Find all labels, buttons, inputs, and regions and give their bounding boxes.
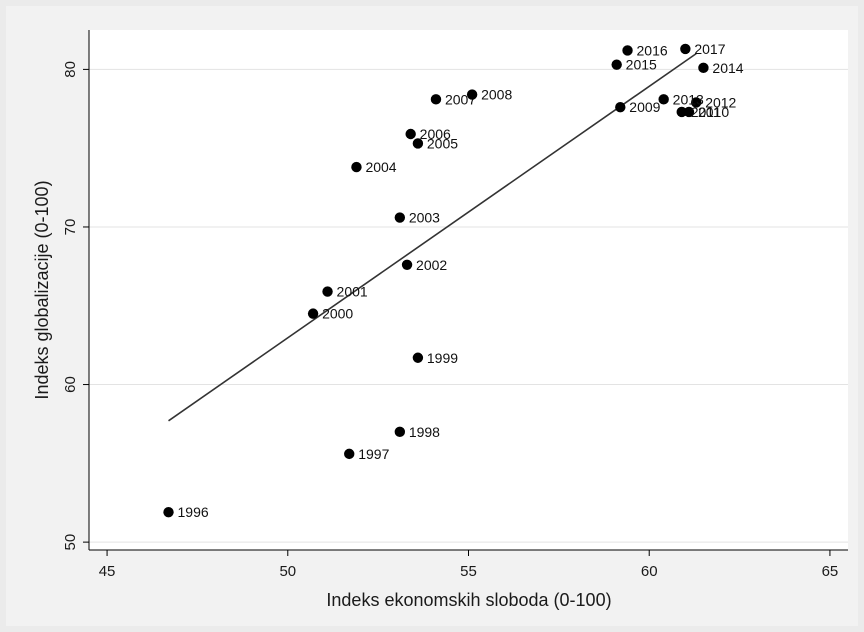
point-2010 [683,106,695,118]
point-1997 [344,448,355,460]
point-label-2015: 2015 [626,57,657,73]
x-tick-label: 65 [822,563,839,580]
y-tick-label: 70 [62,219,79,236]
point-2009 [615,102,626,113]
point-2017 [680,43,691,55]
point-label-2002: 2002 [416,257,447,273]
y-axis-title: Indeks globalizacije (0-100) [32,180,52,399]
point-label-1996: 1996 [178,504,209,520]
point-label-2005: 2005 [427,135,458,151]
point-2004 [351,161,362,173]
point-2000 [307,308,319,319]
point-label-2000: 2000 [322,306,353,322]
point-2006 [405,128,416,140]
point-2003 [394,212,406,223]
point-2015 [611,59,622,70]
y-tick-label: 80 [62,61,79,78]
fit-line-group [168,52,697,422]
point-2016 [622,45,633,56]
point-2011 [676,106,687,118]
point-label-2016: 2016 [637,42,668,58]
x-tick-label: 60 [641,563,658,580]
point-label-2003: 2003 [409,210,440,226]
point-2001 [322,286,333,297]
point-label-1999: 1999 [427,350,458,366]
point-label-2008: 2008 [481,87,512,103]
point-1996 [163,506,174,518]
point-1998 [394,426,406,438]
point-1999 [412,352,424,363]
point-2012 [691,97,702,108]
point-2007 [430,94,442,105]
fit-line [168,52,697,422]
point-label-2006: 2006 [420,126,451,142]
plot-area [89,30,848,550]
point-label-1998: 1998 [409,424,440,440]
point-label-2014: 2014 [712,60,743,76]
y-tick-label: 50 [62,534,79,551]
point-2013 [658,94,669,105]
x-tick-label: 50 [279,563,296,580]
point-2002 [401,259,413,270]
x-tick-label: 55 [460,563,477,580]
point-label-2010: 2010 [698,104,729,120]
points-group: 1996 1997 1998 1999 2000 2001 2002 2003 2004 2005… [163,41,744,520]
x-axis-title: Indeks ekonomskih sloboda (0-100) [326,590,611,610]
gridlines [89,68,848,543]
point-label-2013: 2013 [673,91,704,107]
point-label-2017: 2017 [694,41,725,57]
point-2008 [466,89,478,100]
point-label-1997: 1997 [358,446,389,462]
point-2005 [412,138,424,149]
x-tick-label: 45 [99,563,116,580]
point-label-2004: 2004 [365,159,396,175]
point-label-2001: 2001 [337,284,368,300]
y-tick-label: 60 [62,376,79,393]
point-label-2012: 2012 [705,94,736,110]
point-label-2009: 2009 [629,99,660,115]
point-label-2011: 2011 [691,104,721,120]
axes: 50 60 70 80 45 50 55 60 65 [62,30,848,580]
point-2014 [698,62,709,74]
